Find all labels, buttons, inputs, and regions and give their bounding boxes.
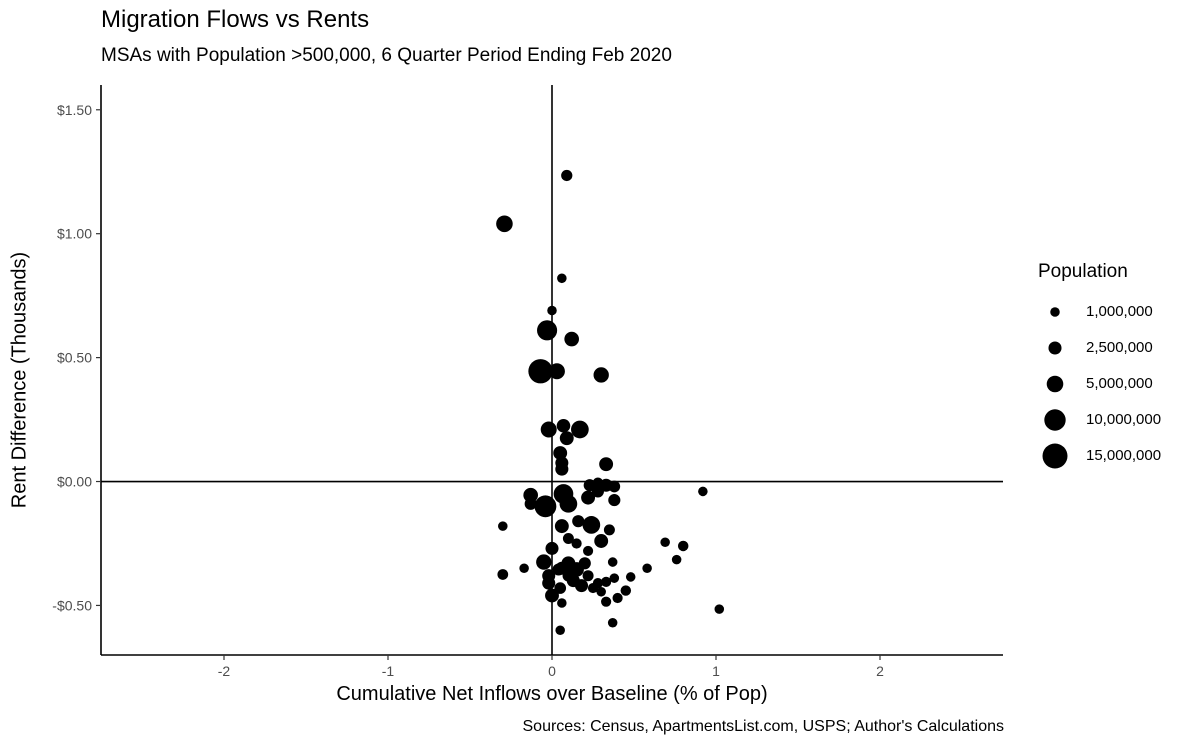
legend-key-dot — [1048, 341, 1062, 355]
x-axis-label: Cumulative Net Inflows over Baseline (% … — [336, 683, 768, 705]
data-point — [574, 579, 589, 593]
data-point — [542, 576, 556, 590]
data-point — [582, 516, 601, 534]
legend-key — [1042, 443, 1068, 469]
legend-item: 10,000,000 — [1040, 405, 1200, 435]
data-point — [547, 305, 557, 316]
data-point — [601, 576, 612, 587]
data-point — [555, 462, 569, 476]
data-point — [607, 618, 618, 628]
data-point — [534, 495, 557, 518]
chart-subtitle: MSAs with Population >500,000, 6 Quarter… — [101, 45, 672, 66]
data-point — [552, 563, 565, 576]
data-point — [603, 524, 615, 536]
legend-label: 10,000,000 — [1086, 411, 1162, 428]
data-point — [562, 533, 574, 545]
legend-item: 5,000,000 — [1040, 369, 1200, 399]
data-point — [677, 540, 689, 552]
data-point — [555, 625, 565, 635]
legend-item: 1,000,000 — [1040, 297, 1200, 327]
data-point — [561, 169, 573, 182]
x-tick-label: 1 — [712, 663, 720, 679]
data-point — [545, 541, 559, 555]
x-tick-label: -1 — [382, 663, 395, 679]
data-point — [714, 604, 725, 614]
data-point — [594, 534, 609, 548]
data-point — [540, 421, 557, 438]
legend-key-dot — [1042, 443, 1068, 469]
data-point — [625, 572, 636, 582]
y-tick-label: $1.50 — [57, 102, 92, 118]
data-point — [591, 485, 604, 498]
data-point — [671, 554, 682, 565]
data-point — [581, 490, 596, 505]
data-point — [545, 588, 559, 603]
legend-key-dot — [1050, 307, 1060, 317]
data-point — [554, 519, 569, 534]
legend-item: 2,500,000 — [1040, 333, 1200, 363]
y-tick-label: $0.00 — [57, 474, 92, 490]
legend-title: Population — [1038, 261, 1128, 282]
data-point — [498, 521, 508, 531]
legend-label: 2,500,000 — [1086, 339, 1153, 356]
data-point — [524, 497, 537, 510]
data-point — [587, 582, 599, 594]
data-point — [608, 480, 621, 493]
data-point — [609, 573, 620, 583]
data-point — [698, 486, 708, 497]
data-point — [528, 359, 553, 384]
legend-label: 5,000,000 — [1086, 375, 1153, 392]
legend-label: 15,000,000 — [1086, 447, 1162, 464]
data-point — [559, 494, 578, 513]
data-point — [536, 554, 552, 570]
y-tick-label: $0.50 — [57, 350, 92, 366]
data-point — [578, 557, 591, 570]
data-point — [556, 418, 571, 433]
legend-item: 15,000,000 — [1040, 441, 1200, 471]
x-tick-label: 2 — [876, 663, 884, 679]
data-point — [612, 592, 623, 604]
chart-title: Migration Flows vs Rents — [101, 6, 370, 33]
legend-label: 1,000,000 — [1086, 303, 1153, 320]
data-point — [559, 431, 574, 446]
legend-key — [1046, 375, 1064, 393]
data-point — [660, 537, 670, 548]
data-point — [557, 598, 567, 608]
data-point — [557, 273, 567, 284]
data-point — [496, 215, 513, 233]
y-tick-label: -$0.50 — [52, 597, 92, 613]
data-point — [553, 446, 568, 460]
data-point — [571, 538, 582, 549]
legend-key-dot — [1046, 375, 1064, 393]
legend-key — [1044, 409, 1066, 431]
source-caption: Sources: Census, ApartmentsList.com, USP… — [522, 718, 1005, 735]
data-point — [608, 494, 621, 507]
data-point — [571, 420, 589, 439]
data-point — [537, 320, 558, 341]
data-point — [564, 331, 580, 347]
data-point — [523, 487, 539, 503]
data-point — [607, 557, 618, 567]
data-point — [582, 570, 594, 582]
data-point — [572, 515, 585, 528]
data-point — [599, 457, 614, 472]
data-point — [601, 596, 612, 607]
legend-key — [1050, 307, 1060, 317]
data-point — [596, 587, 606, 597]
data-point — [519, 563, 529, 574]
data-point — [620, 585, 632, 596]
x-tick-label: -2 — [218, 663, 231, 679]
data-point — [497, 569, 509, 580]
data-point — [548, 363, 565, 380]
y-tick-label: $1.00 — [57, 226, 92, 242]
legend-key — [1048, 341, 1062, 355]
x-tick-label: 0 — [548, 663, 556, 679]
data-point — [642, 563, 652, 574]
legend-key-dot — [1044, 409, 1066, 431]
data-point — [593, 367, 609, 383]
data-point — [582, 545, 594, 557]
